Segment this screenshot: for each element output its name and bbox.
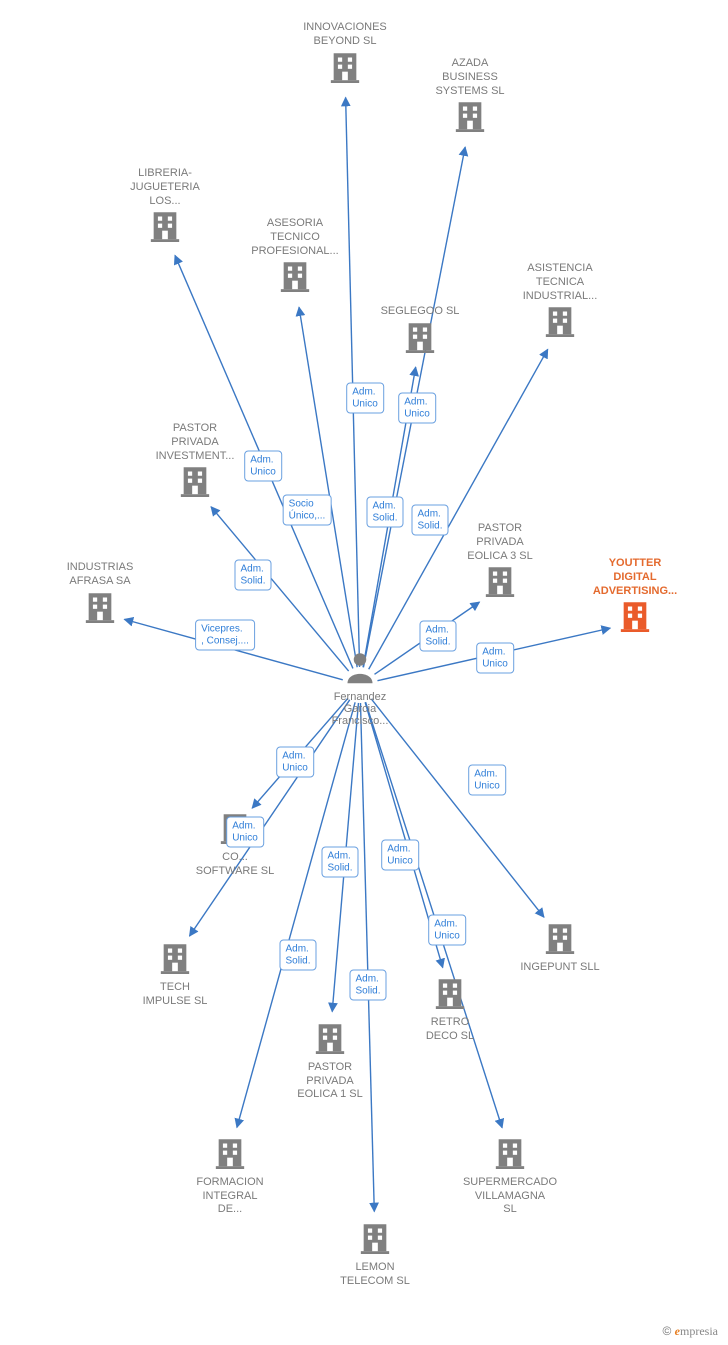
center-person-label: Fernandez Garcia Francisco... bbox=[300, 691, 420, 727]
building-icon bbox=[493, 1135, 527, 1174]
edge-label: Adm. Unico bbox=[398, 393, 436, 424]
edge-label: Adm. Unico bbox=[346, 383, 384, 414]
edge-label: Adm. Solid. bbox=[419, 621, 456, 652]
company-node-libreria[interactable]: LIBRERIA- JUGUETERIA LOS... bbox=[110, 165, 220, 247]
edge-label: Adm. Solid. bbox=[321, 847, 358, 878]
edge-label: Adm. Unico bbox=[226, 817, 264, 848]
building-icon bbox=[543, 303, 577, 342]
edge-label: Adm. Unico bbox=[244, 451, 282, 482]
building-icon bbox=[278, 258, 312, 297]
company-label: LEMON TELECOM SL bbox=[320, 1261, 430, 1289]
building-icon bbox=[178, 463, 212, 502]
company-node-supermercado[interactable]: SUPERMERCADO VILLAMAGNA SL bbox=[455, 1135, 565, 1217]
company-node-retro_deco[interactable]: RETRO DECO SL bbox=[395, 975, 505, 1043]
company-node-innovaciones[interactable]: INNOVACIONES BEYOND SL bbox=[290, 19, 400, 87]
company-node-azada[interactable]: AZADA BUSINESS SYSTEMS SL bbox=[415, 55, 525, 137]
company-label: CO... SOFTWARE SL bbox=[180, 851, 290, 879]
company-label: PASTOR PRIVADA INVESTMENT... bbox=[140, 422, 250, 463]
company-node-formacion[interactable]: FORMACION INTEGRAL DE... bbox=[175, 1135, 285, 1217]
edge-label: Adm. Unico bbox=[381, 840, 419, 871]
company-node-ingepunt[interactable]: INGEPUNT SLL bbox=[505, 920, 615, 975]
company-label: LIBRERIA- JUGUETERIA LOS... bbox=[110, 167, 220, 208]
edge-label: Adm. Solid. bbox=[411, 505, 448, 536]
company-node-youtter[interactable]: YOUTTER DIGITAL ADVERTISING... bbox=[580, 555, 690, 637]
company-node-pastor_inv[interactable]: PASTOR PRIVADA INVESTMENT... bbox=[140, 420, 250, 502]
company-node-afrasa[interactable]: INDUSTRIAS AFRASA SA bbox=[45, 559, 155, 627]
edge-label: Adm. Unico bbox=[276, 747, 314, 778]
company-node-seglegoo[interactable]: SEGLEGOO SL bbox=[365, 303, 475, 358]
company-node-pastor_eolica3[interactable]: PASTOR PRIVADA EOLICA 3 SL bbox=[445, 520, 555, 602]
company-node-lemon[interactable]: LEMON TELECOM SL bbox=[320, 1220, 430, 1288]
building-icon bbox=[83, 589, 117, 628]
company-node-pastor_eolica1[interactable]: PASTOR PRIVADA EOLICA 1 SL bbox=[275, 1020, 385, 1102]
building-icon bbox=[328, 49, 362, 88]
edge-label: Socio Único,... bbox=[283, 495, 332, 526]
company-label: INGEPUNT SLL bbox=[505, 961, 615, 975]
edge-label: Adm. Solid. bbox=[279, 940, 316, 971]
edge-label: Adm. Unico bbox=[468, 765, 506, 796]
company-label: ASISTENCIA TECNICA INDUSTRIAL... bbox=[505, 262, 615, 303]
building-icon bbox=[453, 98, 487, 137]
building-icon bbox=[433, 975, 467, 1014]
company-label: YOUTTER DIGITAL ADVERTISING... bbox=[580, 557, 690, 598]
company-label: INNOVACIONES BEYOND SL bbox=[290, 21, 400, 49]
edge-label: Adm. Solid. bbox=[234, 560, 271, 591]
edge-label: Adm. Solid. bbox=[349, 970, 386, 1001]
company-label: PASTOR PRIVADA EOLICA 1 SL bbox=[275, 1061, 385, 1102]
building-icon bbox=[313, 1020, 347, 1059]
building-icon bbox=[483, 563, 517, 602]
edge-line bbox=[371, 699, 544, 917]
person-icon bbox=[345, 675, 375, 687]
building-icon bbox=[358, 1220, 392, 1259]
company-node-asistencia[interactable]: ASISTENCIA TECNICA INDUSTRIAL... bbox=[505, 260, 615, 342]
company-label: SEGLEGOO SL bbox=[365, 305, 475, 319]
building-icon bbox=[213, 1135, 247, 1174]
edge-label: Vicepres. , Consej.... bbox=[195, 620, 255, 651]
company-label: PASTOR PRIVADA EOLICA 3 SL bbox=[445, 522, 555, 563]
building-icon bbox=[148, 208, 182, 247]
network-diagram: Fernandez Garcia Francisco... © empresia… bbox=[0, 0, 728, 1345]
footer-attribution: © empresia bbox=[662, 1324, 718, 1339]
company-label: RETRO DECO SL bbox=[395, 1016, 505, 1044]
edge-label: Adm. Unico bbox=[476, 643, 514, 674]
company-label: ASESORIA TECNICO PROFESIONAL... bbox=[240, 217, 350, 258]
edge-label: Adm. Unico bbox=[428, 915, 466, 946]
copyright-symbol: © bbox=[662, 1324, 671, 1338]
company-label: INDUSTRIAS AFRASA SA bbox=[45, 561, 155, 589]
edge-line bbox=[360, 703, 374, 1212]
building-icon bbox=[543, 920, 577, 959]
company-label: FORMACION INTEGRAL DE... bbox=[175, 1176, 285, 1217]
company-label: AZADA BUSINESS SYSTEMS SL bbox=[415, 57, 525, 98]
building-icon bbox=[158, 940, 192, 979]
center-person-node[interactable]: Fernandez Garcia Francisco... bbox=[300, 650, 420, 727]
company-label: SUPERMERCADO VILLAMAGNA SL bbox=[455, 1176, 565, 1217]
company-label: TECH IMPULSE SL bbox=[120, 981, 230, 1009]
company-node-tech_impulse[interactable]: TECH IMPULSE SL bbox=[120, 940, 230, 1008]
edge-label: Adm. Solid. bbox=[366, 497, 403, 528]
logo-rest: mpresia bbox=[680, 1324, 718, 1338]
edge-line bbox=[299, 307, 357, 667]
building-icon bbox=[403, 319, 437, 358]
company-node-asesoria[interactable]: ASESORIA TECNICO PROFESIONAL... bbox=[240, 215, 350, 297]
building-icon bbox=[618, 598, 652, 637]
